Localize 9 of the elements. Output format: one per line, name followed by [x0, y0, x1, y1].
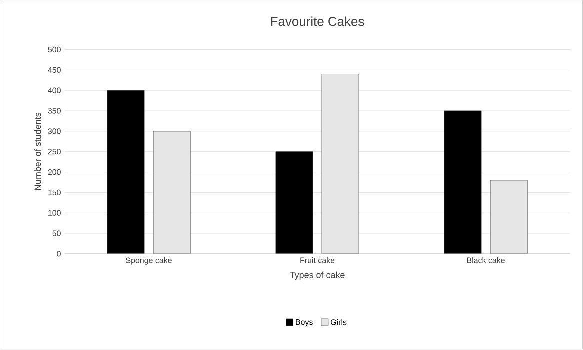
bar	[153, 131, 191, 254]
bar	[276, 152, 314, 254]
bar	[322, 74, 360, 254]
chart-title: Favourite Cakes	[271, 16, 364, 26]
bar	[490, 180, 528, 254]
x-axis-title: Types of cake	[290, 272, 345, 280]
bar	[107, 90, 145, 254]
y-axis-title: Number of students	[34, 113, 42, 190]
bar	[444, 110, 482, 254]
